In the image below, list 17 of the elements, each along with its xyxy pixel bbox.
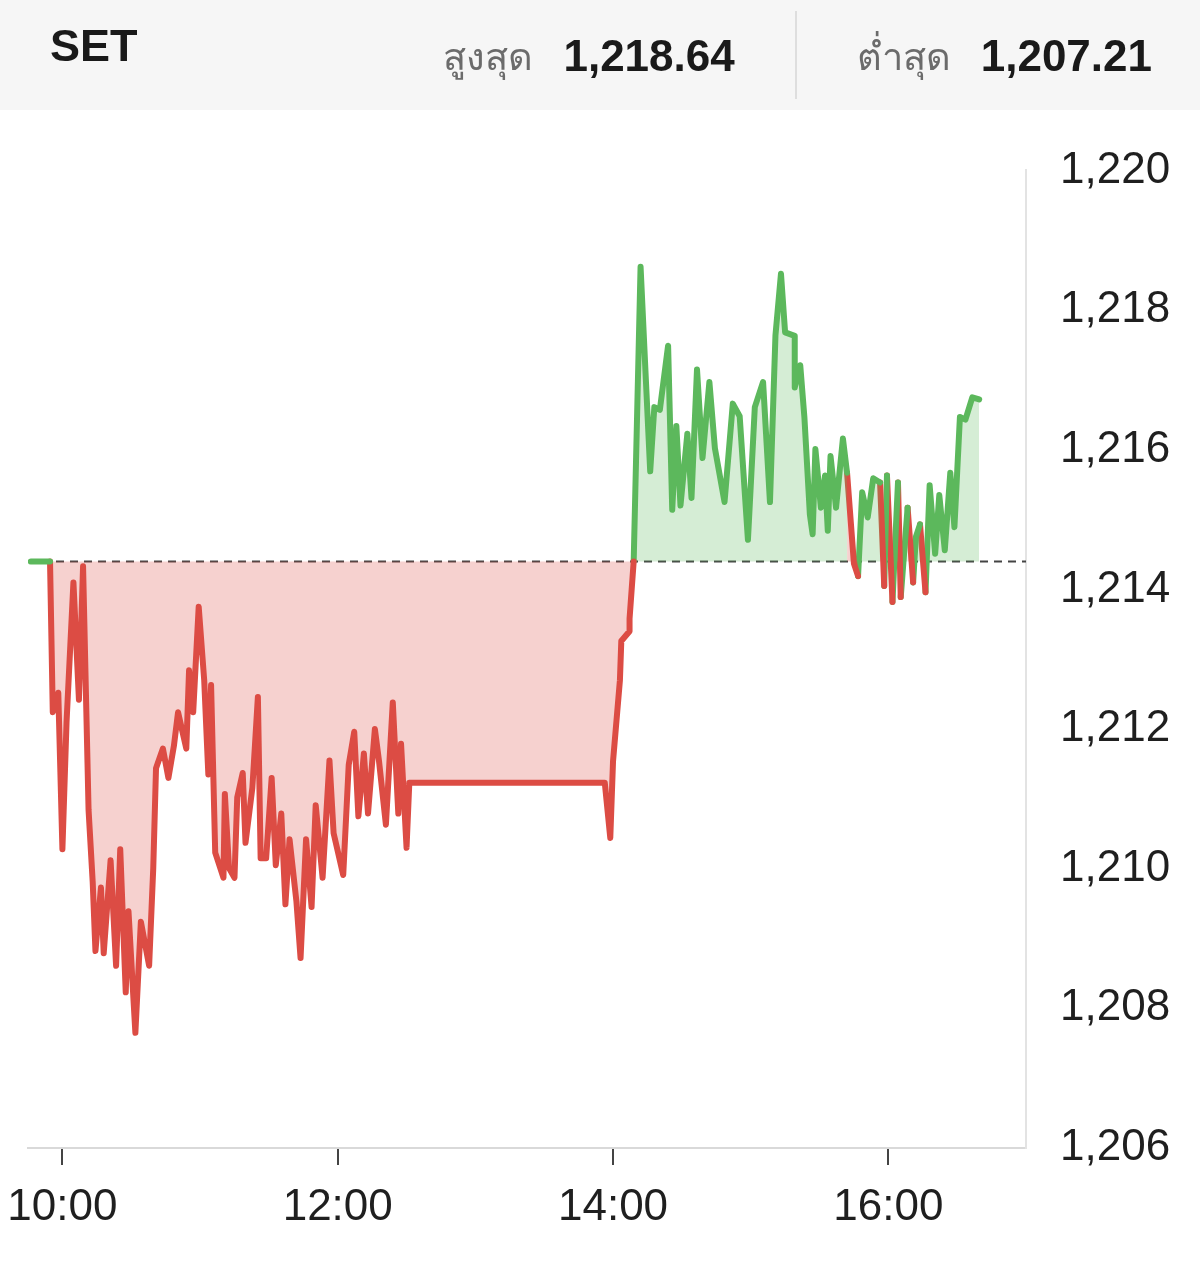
y-tick-label: 1,214 xyxy=(1060,561,1171,611)
chart-title: SET xyxy=(50,19,138,73)
x-tick-label: 10:00 xyxy=(7,1179,118,1229)
y-tick-label: 1,218 xyxy=(1060,282,1171,332)
x-tick-label: 12:00 xyxy=(282,1179,393,1229)
text: 1,218.64 xyxy=(563,31,735,81)
y-tick-label: 1,216 xyxy=(1060,421,1171,471)
x-tick-label: 14:00 xyxy=(557,1179,669,1229)
y-tick-label: 1,212 xyxy=(1060,701,1171,751)
text: 1,207.21 xyxy=(980,31,1152,81)
y-tick-label: 1,208 xyxy=(1060,980,1171,1030)
y-tick-label: 1,210 xyxy=(1060,840,1171,890)
y-tick-label: 1,206 xyxy=(1060,1120,1171,1170)
text: ต่ำสุด xyxy=(856,30,951,82)
text: สูงสุด xyxy=(443,33,534,82)
y-tick-label: 1,220 xyxy=(1060,142,1171,192)
x-tick-label: 16:00 xyxy=(833,1179,944,1229)
